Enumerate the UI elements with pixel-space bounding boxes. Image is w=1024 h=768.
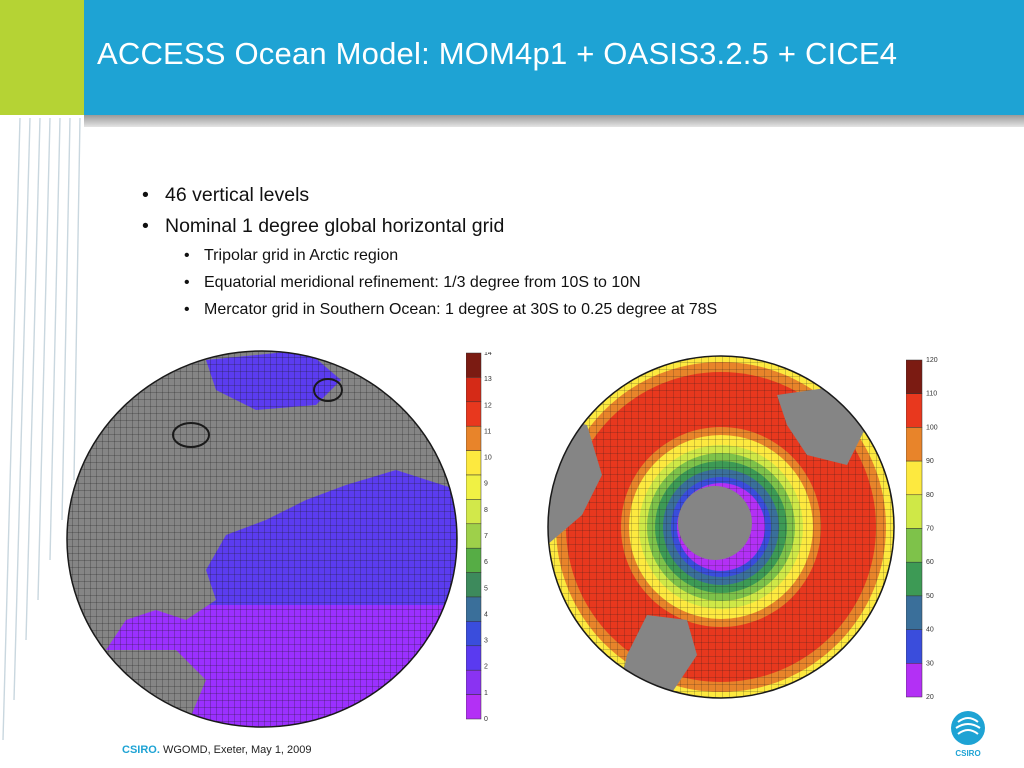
colorbar-label: 70 (926, 526, 934, 533)
bullet-item: • 46 vertical levels (142, 182, 717, 213)
footer-brand: CSIRO. (122, 744, 160, 756)
colorbar-swatch (906, 663, 923, 698)
colorbar-label: 14 (484, 352, 492, 357)
colorbar-swatch (466, 645, 482, 671)
colorbar-label: 50 (926, 593, 934, 600)
colorbar-swatch (906, 595, 923, 630)
colorbar-label: 8 (484, 507, 488, 514)
colorbar-label: 90 (926, 458, 934, 465)
right-colorbar: 120 110 100 90 80 70 60 50 40 30 20 (906, 357, 938, 701)
colorbar-swatch (906, 460, 923, 496)
colorbar-label: 2 (484, 664, 488, 671)
bullet-marker: • (142, 215, 149, 237)
colorbar-label: 80 (926, 492, 934, 499)
bullet-marker: • (184, 301, 190, 318)
colorbar-swatch (466, 572, 482, 598)
bullet-marker: • (184, 247, 190, 264)
colorbar-swatch (906, 629, 923, 664)
colorbar-swatch (466, 621, 482, 647)
colorbar-swatch (466, 669, 482, 695)
colorbar-label: 120 (926, 357, 938, 364)
colorbar-swatch (466, 425, 482, 451)
colorbar-swatch (466, 596, 482, 622)
bullet-marker: • (184, 274, 190, 291)
header-shadow (84, 115, 1024, 127)
bullet-text: Equatorial meridional refinement: 1/3 de… (204, 274, 641, 291)
header-accent-block (0, 0, 84, 115)
csiro-logo-icon: CSIRO (951, 711, 985, 758)
colorbar-swatch (906, 359, 923, 394)
colorbar-label: 4 (484, 611, 488, 618)
colorbar-label: 60 (926, 559, 934, 566)
colorbar-swatch (906, 427, 923, 462)
colorbar-label: 6 (484, 559, 488, 566)
colorbar-swatch (466, 499, 482, 525)
tripole-north-1 (172, 422, 210, 448)
decorative-lines (2, 117, 81, 741)
logo-text: CSIRO (955, 749, 980, 758)
colorbar-swatch (466, 523, 482, 549)
colorbar-label: 0 (484, 716, 488, 722)
bullet-item: • Nominal 1 degree global horizontal grid (142, 213, 717, 244)
colorbar-label: 20 (926, 694, 934, 701)
colorbar-swatch (906, 528, 923, 563)
colorbar-label: 30 (926, 660, 934, 667)
colorbar-swatch (906, 561, 923, 597)
colorbar-swatch (466, 474, 482, 500)
colorbar-label: 13 (484, 376, 492, 383)
colorbar-swatch (466, 377, 482, 403)
colorbar-label: 12 (484, 402, 492, 409)
bullet-list: • 46 vertical levels • Nominal 1 degree gl… (142, 182, 717, 325)
sub-bullet-item: • Mercator grid in Southern Ocean: 1 degr… (142, 298, 717, 325)
colorbar-label: 3 (484, 638, 488, 645)
tripole-north-2 (313, 378, 343, 402)
tripolar-grid-globe (66, 350, 458, 728)
bullet-text: Mercator grid in Southern Ocean: 1 degre… (204, 301, 718, 318)
colorbar-label: 11 (484, 428, 491, 435)
colorbar-swatch (906, 393, 923, 428)
bullet-text: Nominal 1 degree global horizontal grid (165, 215, 505, 237)
southern-ocean-grid-globe (547, 355, 895, 699)
colorbar-label: 110 (926, 391, 937, 398)
bullet-marker: • (142, 184, 149, 206)
colorbar-label: 100 (926, 424, 938, 431)
colorbar-label: 9 (484, 481, 488, 488)
colorbar-label: 7 (484, 533, 488, 540)
colorbar-swatch (906, 494, 923, 529)
antarctica (678, 486, 752, 560)
colorbar-label: 10 (484, 455, 492, 462)
footer: CSIRO. WGOMD, Exeter, May 1, 2009 (122, 744, 312, 756)
sub-bullet-item: • Tripolar grid in Arctic region (142, 244, 717, 271)
colorbar-label: 1 (484, 690, 488, 697)
colorbar-swatch (466, 450, 482, 476)
sub-bullet-item: • Equatorial meridional refinement: 1/3 d… (142, 271, 717, 298)
footer-text: WGOMD, Exeter, May 1, 2009 (162, 744, 312, 756)
colorbar-swatch (466, 352, 482, 378)
header-bar (0, 0, 1024, 115)
colorbar-swatch (466, 694, 482, 720)
colorbar-label: 40 (926, 627, 934, 634)
colorbar-label: 5 (484, 585, 488, 592)
colorbar-swatch (466, 547, 482, 573)
bullet-text: Tripolar grid in Arctic region (204, 247, 399, 264)
slide-title: ACCESS Ocean Model: MOM4p1 + OASIS3.2.5 … (97, 36, 898, 71)
colorbar-swatch (466, 401, 482, 427)
bullet-text: 46 vertical levels (165, 184, 310, 206)
